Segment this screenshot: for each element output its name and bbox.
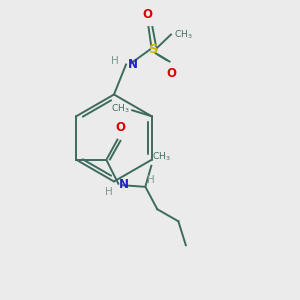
Text: O: O xyxy=(142,8,152,21)
Text: O: O xyxy=(166,67,176,80)
Text: S: S xyxy=(149,43,158,56)
Text: CH$_3$: CH$_3$ xyxy=(110,103,129,115)
Text: H: H xyxy=(147,175,154,185)
Text: CH$_3$: CH$_3$ xyxy=(152,151,171,163)
Text: N: N xyxy=(119,178,129,191)
Text: H: H xyxy=(105,187,112,197)
Text: CH$_3$: CH$_3$ xyxy=(174,28,193,41)
Text: N: N xyxy=(128,58,137,71)
Text: O: O xyxy=(116,121,126,134)
Text: H: H xyxy=(111,56,119,67)
